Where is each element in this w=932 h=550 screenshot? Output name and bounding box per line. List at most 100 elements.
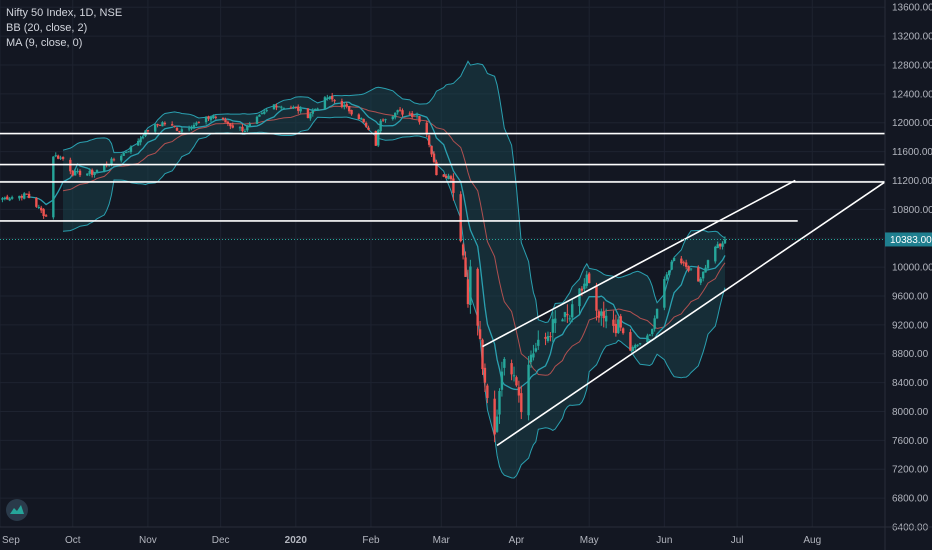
- candle-body: [520, 393, 523, 413]
- candle-body: [86, 173, 89, 176]
- candle-body: [364, 122, 368, 127]
- candles: [1, 92, 727, 443]
- candle-body: [163, 122, 167, 125]
- candle-body: [161, 122, 164, 127]
- candle-body: [272, 104, 276, 110]
- candle-body: [716, 244, 719, 249]
- candle-body: [377, 130, 380, 146]
- candle-body: [212, 115, 215, 119]
- candle-body: [449, 176, 453, 179]
- price-tick-label: 11600.00: [892, 147, 932, 158]
- candle-body: [604, 315, 608, 322]
- candle-body: [529, 354, 533, 363]
- legend-symbol[interactable]: Nifty 50 Index, 1D, NSE: [6, 7, 123, 19]
- candle-body: [306, 108, 310, 118]
- candle-body: [617, 319, 620, 333]
- legend-ma[interactable]: MA (9, close, 0): [6, 37, 83, 49]
- candle-body: [415, 115, 419, 117]
- candle-body: [18, 195, 21, 199]
- candle-body: [517, 387, 521, 396]
- candle-body: [706, 260, 710, 269]
- candle-body: [362, 118, 365, 123]
- candle-body: [476, 268, 479, 326]
- price-tag-label: 10383.00: [890, 235, 932, 246]
- candle-body: [190, 127, 193, 129]
- candle-body: [316, 108, 319, 110]
- candle-body: [600, 311, 603, 316]
- candle-body: [146, 130, 150, 132]
- candle-body: [427, 135, 431, 145]
- candle-body: [129, 146, 133, 152]
- candle-body: [687, 266, 690, 271]
- time-axis[interactable]: Sep Oct Nov Dec 2020 Feb Mar Apr May Jun Jul Aug: [0, 526, 932, 546]
- candle-body: [680, 258, 683, 264]
- candle-body: [495, 416, 499, 432]
- candle-body: [314, 109, 317, 111]
- ma-line: [26, 101, 726, 391]
- candle-body: [277, 106, 281, 108]
- candle-body: [265, 110, 268, 112]
- candle-body: [207, 116, 210, 119]
- candle-body: [580, 288, 584, 291]
- candle-body: [360, 118, 363, 120]
- candle-body: [343, 105, 346, 108]
- candle-body: [156, 124, 159, 126]
- bb-fill: [63, 61, 725, 479]
- candle-body: [653, 318, 656, 329]
- price-axis[interactable]: 6400.00 6800.00 7200.00 7600.00 8000.00 8400.…: [884, 0, 932, 550]
- price-tick-label: 9600.00: [892, 291, 929, 302]
- candle-body: [309, 113, 312, 119]
- grid: [0, 0, 885, 528]
- candle-body: [294, 106, 298, 108]
- trend-line: [482, 179, 796, 348]
- candle-body: [435, 161, 438, 176]
- candle-body: [398, 109, 402, 111]
- candle-body: [646, 335, 649, 343]
- candle-body: [498, 390, 501, 415]
- candle-body: [282, 107, 285, 109]
- candle-body: [330, 95, 334, 100]
- candle-body: [452, 178, 455, 193]
- candle-body: [248, 123, 251, 127]
- candle-body: [478, 329, 482, 339]
- candle-body: [638, 343, 642, 345]
- tradingview-logo-icon[interactable]: [6, 499, 28, 521]
- candle-body: [197, 121, 201, 123]
- candle-body: [554, 318, 557, 324]
- candle-body: [1, 198, 4, 200]
- candle-body: [10, 197, 14, 199]
- candle-body: [512, 375, 516, 377]
- candle-body: [297, 106, 300, 111]
- candle-body: [93, 172, 96, 175]
- candle-body: [503, 358, 506, 368]
- candle-body: [461, 244, 465, 256]
- candle-body: [459, 194, 462, 242]
- price-tick-label: 8000.00: [892, 407, 929, 418]
- candle-body: [44, 215, 48, 217]
- candle-body: [631, 347, 635, 351]
- candle-body: [684, 262, 688, 267]
- candle-body: [204, 116, 208, 123]
- time-tick-label: 2020: [285, 535, 308, 546]
- candle-body: [54, 155, 57, 157]
- time-tick-label: Mar: [433, 535, 451, 546]
- price-tick-label: 13200.00: [892, 32, 932, 43]
- drawings[interactable]: [0, 132, 886, 447]
- candle-body: [384, 119, 387, 121]
- time-tick-label: May: [580, 535, 599, 546]
- candle-body: [697, 267, 700, 282]
- candle-body: [714, 246, 717, 262]
- time-tick-label: Dec: [212, 535, 230, 546]
- candle-body: [612, 319, 615, 326]
- time-tick-label: Sep: [2, 535, 20, 546]
- price-tick-label: 12800.00: [892, 60, 932, 71]
- legend-bb[interactable]: BB (20, close, 2): [6, 22, 88, 34]
- candle-body: [350, 110, 353, 115]
- candle-body: [563, 312, 567, 317]
- candle-body: [275, 105, 278, 108]
- candle-body: [52, 156, 55, 218]
- time-tick-label: Jun: [656, 535, 672, 546]
- candle-body: [723, 239, 727, 244]
- candle-body: [37, 207, 40, 209]
